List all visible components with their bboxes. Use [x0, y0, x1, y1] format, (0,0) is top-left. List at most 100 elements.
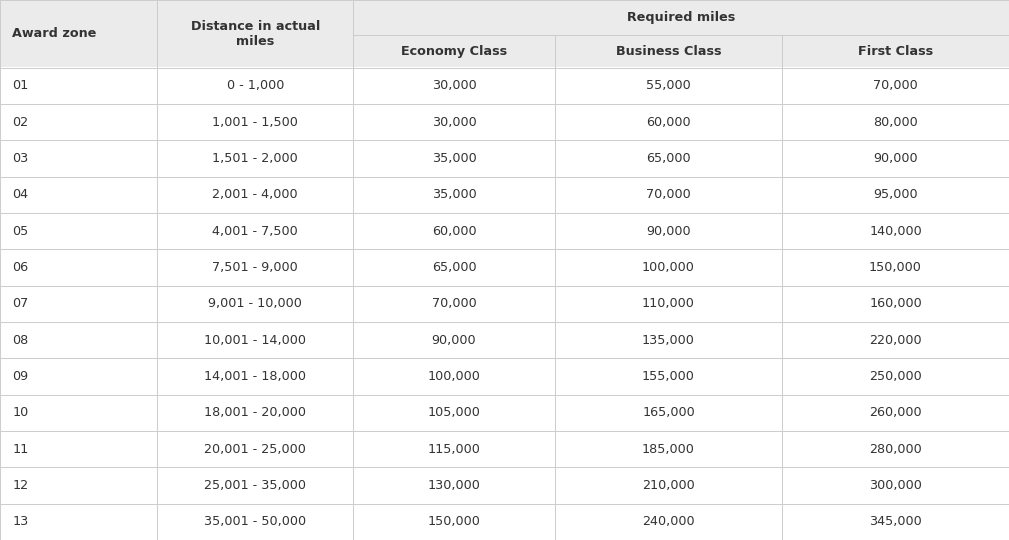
Text: 08: 08: [12, 334, 28, 347]
Text: 70,000: 70,000: [873, 79, 918, 92]
Text: First Class: First Class: [858, 45, 933, 58]
Text: 155,000: 155,000: [642, 370, 695, 383]
Bar: [157, 286, 353, 322]
Text: 05: 05: [12, 225, 28, 238]
Bar: [0, 140, 157, 177]
Bar: [782, 104, 1009, 140]
Bar: [555, 213, 782, 249]
Text: 09: 09: [12, 370, 28, 383]
Bar: [0, 395, 157, 431]
Bar: [555, 467, 782, 504]
Text: Required miles: Required miles: [627, 11, 736, 24]
Bar: [353, 0, 1009, 35]
Bar: [353, 395, 555, 431]
Text: 165,000: 165,000: [642, 406, 695, 419]
Bar: [782, 68, 1009, 104]
Bar: [0, 286, 157, 322]
Text: 65,000: 65,000: [646, 152, 691, 165]
Bar: [157, 68, 353, 104]
Bar: [353, 431, 555, 467]
Bar: [353, 68, 555, 104]
Bar: [353, 35, 555, 68]
Bar: [782, 213, 1009, 249]
Bar: [157, 358, 353, 395]
Bar: [353, 177, 555, 213]
Bar: [0, 431, 157, 467]
Bar: [782, 431, 1009, 467]
Bar: [555, 140, 782, 177]
Bar: [353, 249, 555, 286]
Text: 55,000: 55,000: [646, 79, 691, 92]
Text: 1,001 - 1,500: 1,001 - 1,500: [212, 116, 299, 129]
Bar: [157, 395, 353, 431]
Bar: [782, 35, 1009, 68]
Text: 30,000: 30,000: [432, 116, 476, 129]
Text: 70,000: 70,000: [432, 297, 476, 310]
Bar: [555, 504, 782, 540]
Text: 90,000: 90,000: [432, 334, 476, 347]
Text: 150,000: 150,000: [428, 515, 480, 528]
Text: 135,000: 135,000: [642, 334, 695, 347]
Bar: [157, 140, 353, 177]
Text: 11: 11: [12, 443, 28, 456]
Text: 2,001 - 4,000: 2,001 - 4,000: [213, 188, 298, 201]
Text: 100,000: 100,000: [642, 261, 695, 274]
Bar: [555, 249, 782, 286]
Text: 345,000: 345,000: [869, 515, 922, 528]
Text: 18,001 - 20,000: 18,001 - 20,000: [204, 406, 307, 419]
Bar: [782, 286, 1009, 322]
Bar: [0, 358, 157, 395]
Text: 150,000: 150,000: [869, 261, 922, 274]
Bar: [555, 431, 782, 467]
Bar: [157, 177, 353, 213]
Text: 9,001 - 10,000: 9,001 - 10,000: [208, 297, 303, 310]
Bar: [157, 467, 353, 504]
Bar: [782, 177, 1009, 213]
Bar: [555, 322, 782, 358]
Bar: [782, 249, 1009, 286]
Text: 04: 04: [12, 188, 28, 201]
Text: 35,000: 35,000: [432, 152, 476, 165]
Bar: [157, 431, 353, 467]
Text: 10,001 - 14,000: 10,001 - 14,000: [204, 334, 307, 347]
Bar: [782, 322, 1009, 358]
Text: 260,000: 260,000: [869, 406, 922, 419]
Bar: [157, 504, 353, 540]
Text: 95,000: 95,000: [873, 188, 918, 201]
Text: 140,000: 140,000: [869, 225, 922, 238]
Bar: [157, 213, 353, 249]
Bar: [353, 358, 555, 395]
Text: 14,001 - 18,000: 14,001 - 18,000: [204, 370, 307, 383]
Bar: [0, 68, 157, 104]
Bar: [555, 286, 782, 322]
Text: 210,000: 210,000: [642, 479, 695, 492]
Bar: [555, 104, 782, 140]
Text: 100,000: 100,000: [428, 370, 480, 383]
Text: 06: 06: [12, 261, 28, 274]
Text: 240,000: 240,000: [642, 515, 695, 528]
Bar: [353, 504, 555, 540]
Text: 20,001 - 25,000: 20,001 - 25,000: [205, 443, 306, 456]
Text: 4,001 - 7,500: 4,001 - 7,500: [213, 225, 298, 238]
Text: 01: 01: [12, 79, 28, 92]
Text: 65,000: 65,000: [432, 261, 476, 274]
Bar: [0, 249, 157, 286]
Text: 90,000: 90,000: [873, 152, 918, 165]
Bar: [353, 140, 555, 177]
Text: 02: 02: [12, 116, 28, 129]
Bar: [555, 395, 782, 431]
Text: 220,000: 220,000: [869, 334, 922, 347]
Text: 25,001 - 35,000: 25,001 - 35,000: [204, 479, 307, 492]
Text: 80,000: 80,000: [873, 116, 918, 129]
Bar: [555, 35, 782, 68]
Text: 60,000: 60,000: [432, 225, 476, 238]
Text: 250,000: 250,000: [869, 370, 922, 383]
Bar: [0, 104, 157, 140]
Bar: [0, 322, 157, 358]
Bar: [353, 286, 555, 322]
Text: 30,000: 30,000: [432, 79, 476, 92]
Bar: [555, 68, 782, 104]
Text: 10: 10: [12, 406, 28, 419]
Text: 60,000: 60,000: [646, 116, 691, 129]
Text: 07: 07: [12, 297, 28, 310]
